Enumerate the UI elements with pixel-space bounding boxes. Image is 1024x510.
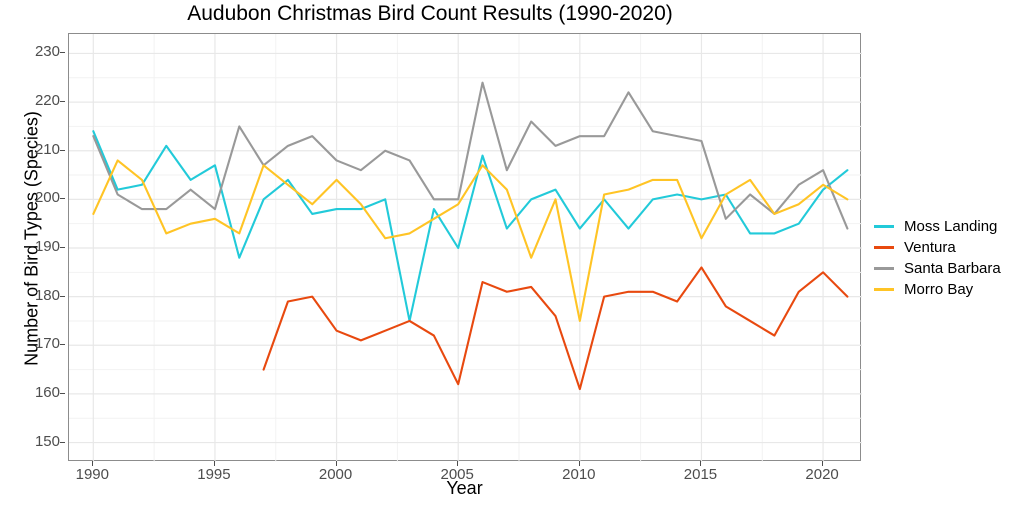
chart-title: Audubon Christmas Bird Count Results (19… [187, 2, 673, 25]
x-tick-label: 1995 [197, 466, 231, 483]
series-line-morro-bay [92, 159, 849, 323]
x-tick-mark [700, 461, 702, 466]
gridlines-major [69, 34, 862, 462]
x-tick-mark [822, 461, 824, 466]
y-tick-mark [60, 101, 65, 103]
y-tick-label: 150 [34, 432, 60, 450]
y-tick-mark [60, 392, 65, 394]
y-tick-mark [60, 441, 65, 443]
x-tick-label: 2010 [562, 466, 596, 483]
x-axis-title: Year [446, 478, 483, 498]
x-tick-label: 2005 [440, 466, 474, 483]
legend-item[interactable]: Ventura [872, 237, 1022, 257]
y-tick-mark [60, 344, 65, 346]
y-tick-mark [60, 247, 65, 248]
x-tick-mark [335, 461, 337, 466]
y-axis-tick-labels: 150 160 170 180 190 200 210 220 230 [8, 33, 60, 461]
plot-area [69, 34, 862, 462]
chart-legend: Moss Landing Ventura Santa Barbara Morro Ba… [872, 216, 1022, 300]
x-tick-mark [213, 461, 215, 466]
y-tick-label: 160 [34, 383, 60, 401]
legend-item-label: Moss Landing [904, 217, 998, 235]
legend-color-swatch-icon [872, 237, 896, 257]
x-tick-mark [457, 461, 459, 466]
y-tick-label: 190 [34, 238, 60, 255]
legend-item[interactable]: Morro Bay [872, 279, 1022, 299]
x-tick-mark [578, 461, 580, 466]
legend-item-label: Ventura [904, 238, 956, 256]
series-line-santa-barbara [92, 81, 849, 230]
legend-color-swatch-icon [872, 216, 896, 236]
y-tick-label: 170 [34, 335, 60, 353]
legend-item[interactable]: Santa Barbara [872, 258, 1022, 278]
x-tick-label: 2015 [683, 466, 718, 483]
plot-panel [68, 33, 862, 462]
y-tick-label: 180 [34, 286, 60, 304]
y-tick-mark [60, 149, 65, 151]
y-tick-label: 200 [34, 189, 60, 207]
legend-item-label: Morro Bay [904, 280, 974, 298]
y-tick-label: 220 [34, 92, 60, 110]
x-tick-label: 1990 [75, 466, 109, 483]
x-tick-label: 2020 [805, 466, 839, 483]
y-tick-mark [60, 295, 65, 297]
series-line-moss-landing [92, 130, 849, 323]
y-tick-mark [60, 198, 65, 200]
legend-color-swatch-icon [872, 258, 896, 278]
x-axis-tick-labels: 1990 1995 2000 2005 2010 2015 2020 [68, 466, 861, 490]
x-tick-label: 2000 [318, 466, 353, 483]
y-tick-mark [60, 52, 65, 54]
series-line-ventura [262, 266, 849, 391]
y-tick-label: 230 [34, 43, 60, 61]
legend-color-swatch-icon [872, 279, 896, 299]
y-tick-label: 210 [34, 140, 60, 158]
x-tick-mark [92, 461, 94, 466]
legend-item-label: Santa Barbara [904, 259, 1001, 277]
legend-item[interactable]: Moss Landing [872, 216, 1022, 236]
